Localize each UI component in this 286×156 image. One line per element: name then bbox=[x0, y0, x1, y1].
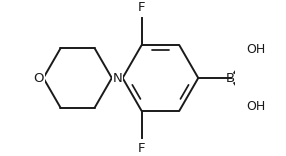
Text: OH: OH bbox=[246, 100, 265, 113]
Text: N: N bbox=[112, 71, 122, 85]
Text: O: O bbox=[34, 71, 44, 85]
Text: F: F bbox=[138, 142, 145, 155]
Text: B: B bbox=[226, 71, 235, 85]
Text: OH: OH bbox=[246, 43, 265, 56]
Text: F: F bbox=[138, 1, 145, 14]
